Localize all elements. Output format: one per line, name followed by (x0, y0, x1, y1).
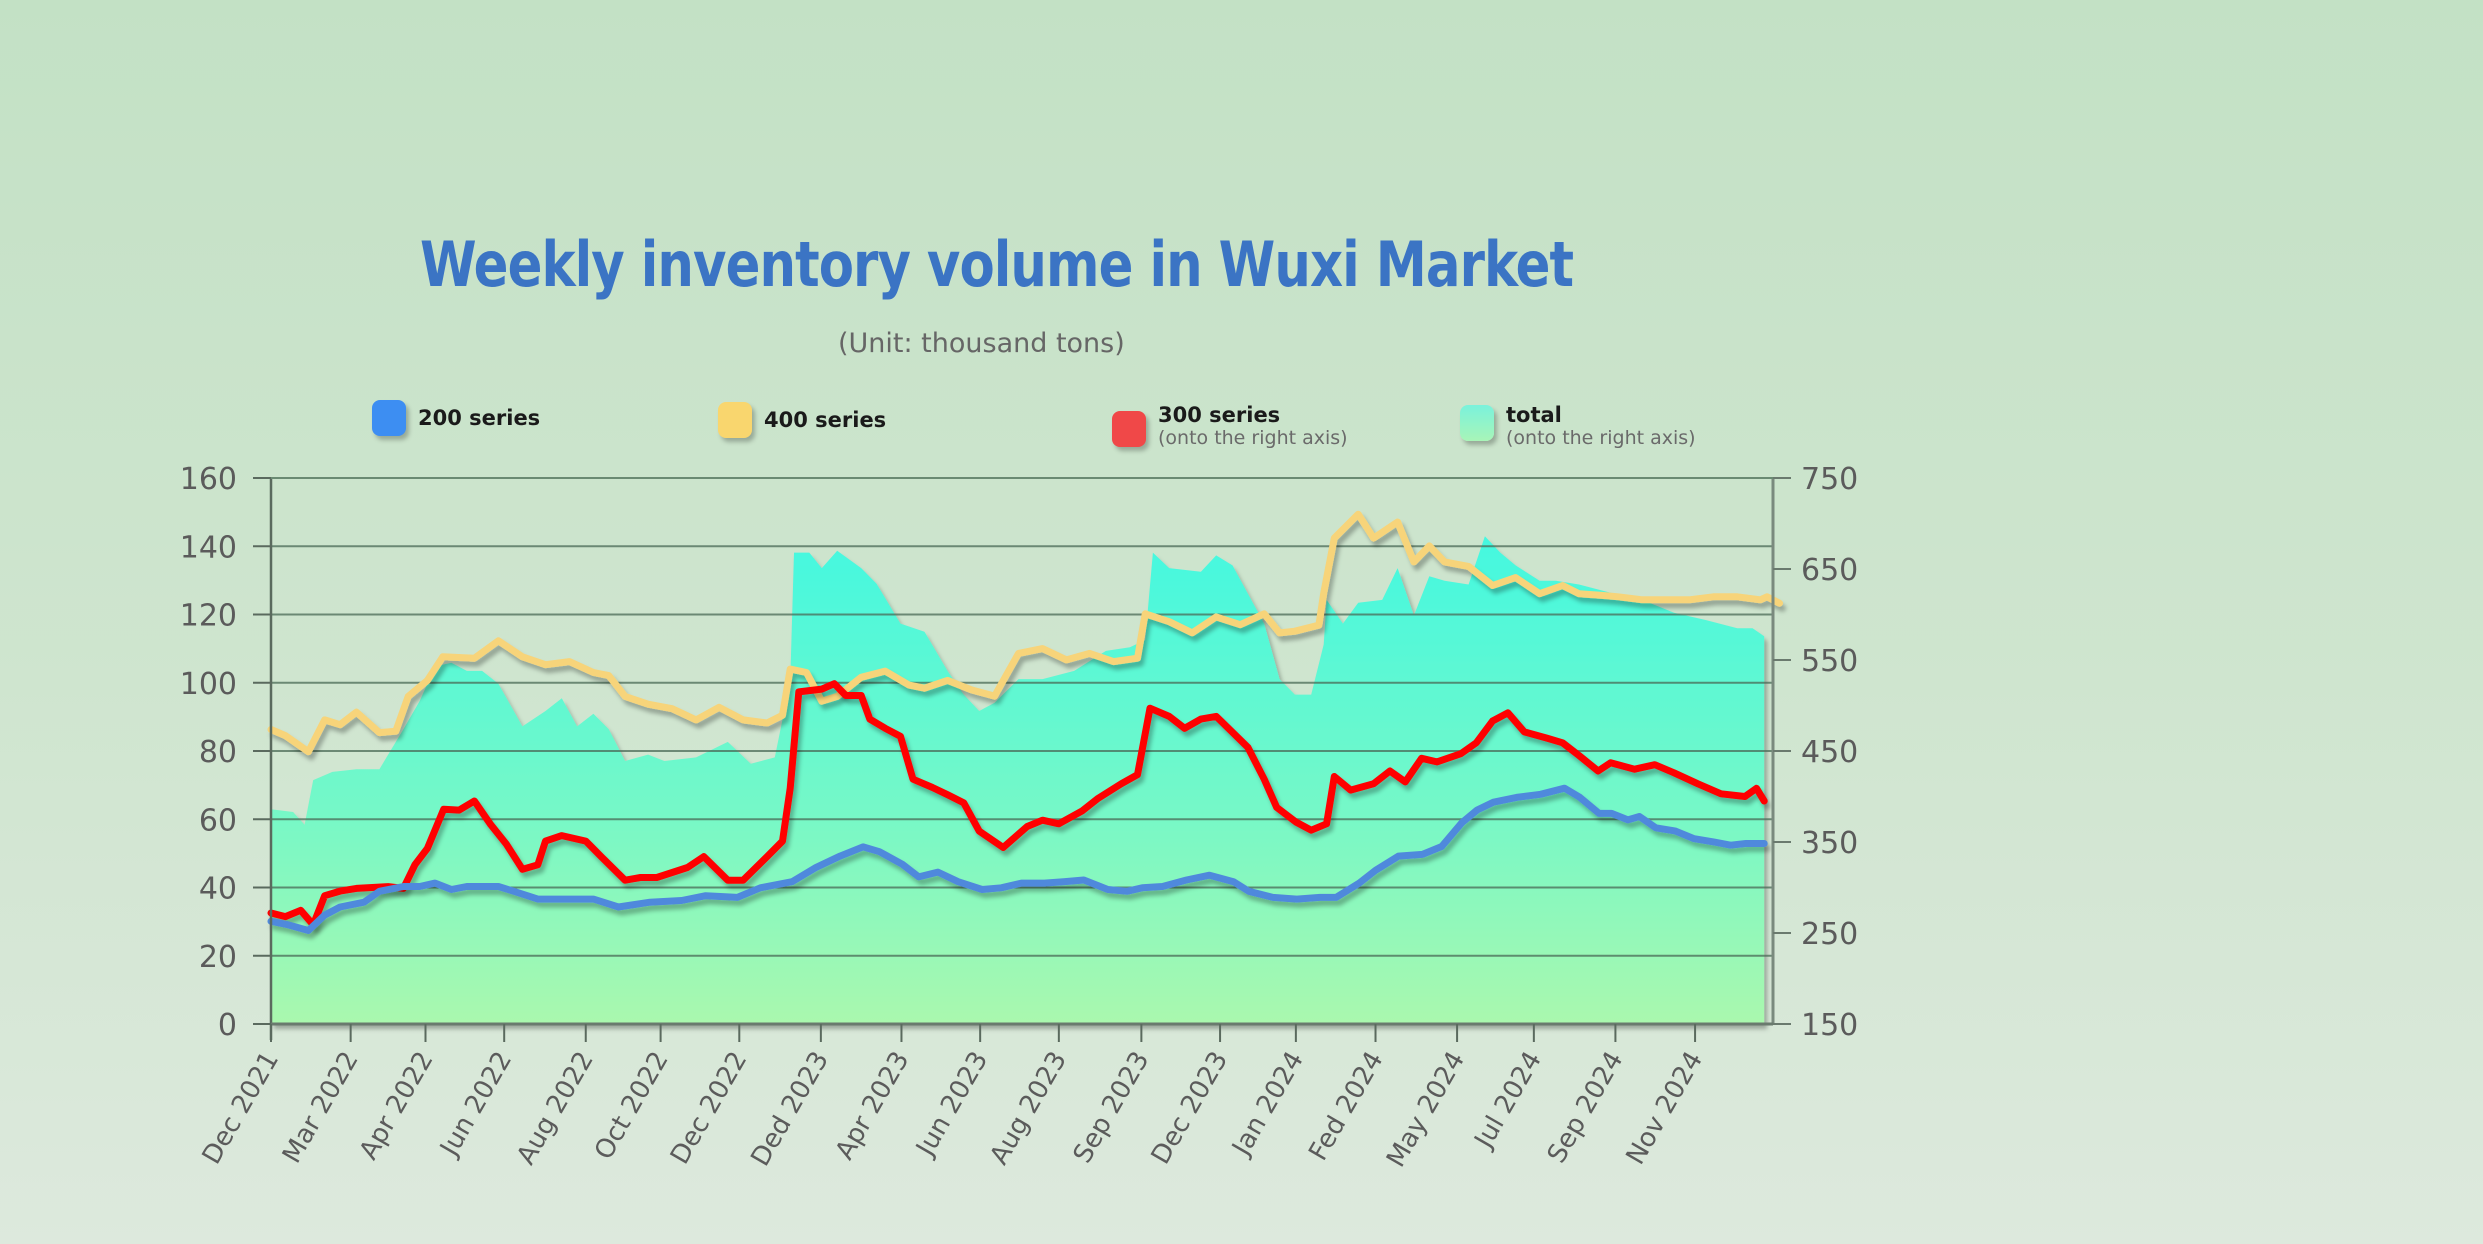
right-tick-label: 250 (1801, 917, 1858, 952)
left-tick-label: 0 (218, 1008, 237, 1043)
legend-label: 200 series (418, 406, 541, 430)
x-tick-label: May 2024 (1381, 1047, 1471, 1173)
legend-label: 300 series (1158, 403, 1281, 427)
legend-item-total: total (onto the right axis) (1460, 403, 1696, 449)
x-tick-label: Aug 2023 (984, 1047, 1073, 1170)
left-tick-label: 20 (199, 940, 237, 975)
right-tick-label: 550 (1801, 644, 1858, 679)
x-tick-label: Sep 2023 (1068, 1047, 1156, 1169)
series-line-200-series (267, 784, 1768, 934)
legend-label: total (1506, 403, 1562, 427)
left-tick-label: 140 (180, 530, 237, 565)
legend-swatch-200-series (372, 400, 406, 436)
x-tick-label: Ded 2023 (745, 1047, 834, 1172)
left-tick-label: 60 (199, 803, 237, 838)
legend-item-400-series: 400 series (718, 402, 886, 438)
x-tick-label: Jun 2022 (434, 1047, 519, 1163)
series-area-total (271, 536, 1765, 1024)
right-tick-label: 650 (1801, 553, 1858, 588)
legend-swatch-400-series (718, 402, 752, 438)
left-tick-label: 40 (199, 872, 237, 907)
x-tick-label: Jul 2024 (1468, 1047, 1548, 1155)
x-tick-label: Dec 2023 (1146, 1047, 1234, 1170)
legend-label: 400 series (764, 408, 887, 432)
series-lines (267, 510, 1783, 934)
legend-item-300-series: 300 series (onto the right axis) (1112, 403, 1348, 449)
left-tick-label: 80 (199, 735, 237, 770)
right-tick-label: 750 (1801, 462, 1858, 497)
left-tick-label: 160 (180, 462, 237, 497)
x-tick-label: Fed 2024 (1303, 1047, 1389, 1166)
series-marks (271, 536, 1765, 1024)
x-tick-label: Mar 2022 (277, 1047, 365, 1169)
x-tick-label: Sep 2024 (1542, 1047, 1630, 1169)
legend-swatch-total (1460, 405, 1494, 441)
chart-title: Weekly inventory volume in Wuxi Market (420, 228, 1574, 301)
series-line-300-series (267, 680, 1768, 929)
left-tick-label: 120 (180, 599, 237, 634)
legend-sublabel: (onto the right axis) (1158, 427, 1348, 449)
x-tick-label: Aug 2022 (511, 1047, 600, 1170)
x-tick-label: Jan 2024 (1226, 1047, 1310, 1163)
x-tick-label: Jun 2023 (910, 1047, 995, 1163)
right-tick-label: 150 (1801, 1008, 1858, 1043)
x-tick-label: Apr 2023 (830, 1047, 916, 1165)
left-tick-label: 100 (180, 667, 237, 702)
right-tick-label: 450 (1801, 735, 1858, 770)
x-tick-label: Nov 2024 (1621, 1047, 1710, 1170)
x-tick-label: Oct 2022 (589, 1047, 675, 1165)
legend-item-200-series: 200 series (372, 400, 540, 436)
chart-subtitle: (Unit: thousand tons) (838, 328, 1125, 359)
x-tick-label: Dec 2021 (197, 1047, 285, 1170)
x-tick-label: Dec 2022 (665, 1047, 753, 1170)
x-tick-label: Apr 2022 (354, 1047, 440, 1165)
legend-swatch-300-series (1112, 411, 1146, 447)
right-tick-label: 350 (1801, 826, 1858, 861)
legend-sublabel: (onto the right axis) (1506, 427, 1696, 449)
series-line-400-series (267, 510, 1783, 756)
